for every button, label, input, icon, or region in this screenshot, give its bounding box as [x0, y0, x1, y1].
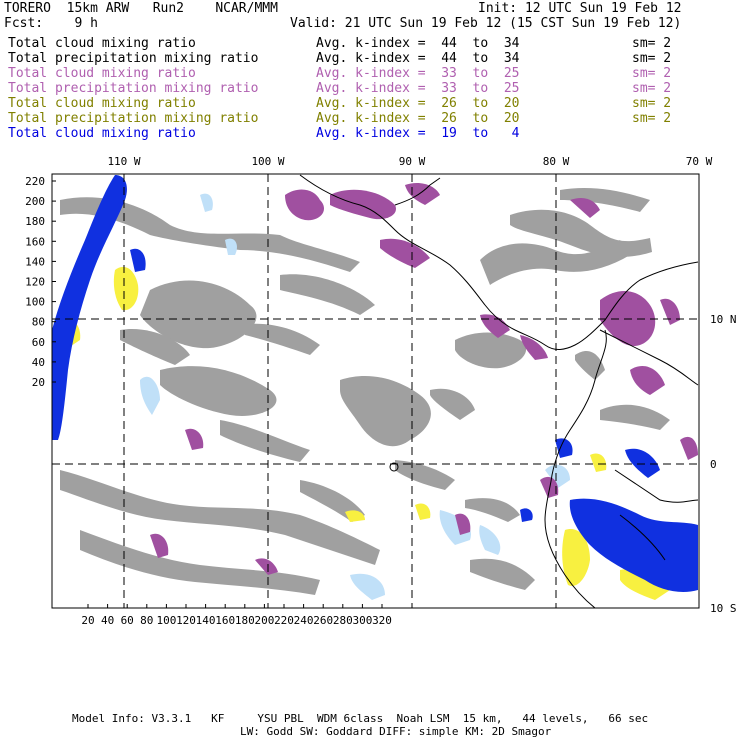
y-index-label: 160: [25, 235, 45, 248]
grid: [52, 174, 699, 608]
y-index-label: 140: [25, 255, 45, 268]
footer-model-info: Model Info: V3.3.1 KF YSU PBL WDM 6class…: [72, 712, 649, 725]
x-index-label: 20: [81, 614, 94, 627]
legend-sm: sm= 2: [632, 111, 672, 126]
x-index-label: 40: [101, 614, 114, 627]
y-index-label: 220: [25, 175, 45, 188]
x-index-label: 120: [176, 614, 196, 627]
legend-field: Total cloud mixing ratio: [8, 96, 196, 111]
x-index-label: 320: [372, 614, 392, 627]
x-index-label: 280: [333, 614, 353, 627]
y-index-label: 180: [25, 215, 45, 228]
x-index-label: 220: [274, 614, 294, 627]
legend-index: Avg. k-index = 33 to 25: [316, 81, 520, 96]
lon-label: 80 W: [543, 155, 570, 168]
x-index-label: 140: [196, 614, 216, 627]
legend-index: Avg. k-index = 19 to 4: [316, 126, 520, 141]
lon-label: 90 W: [399, 155, 426, 168]
legend-sm: sm= 2: [632, 96, 672, 111]
legend-field: Total precipitation mixing ratio: [8, 111, 259, 126]
x-index-label: 240: [294, 614, 314, 627]
valid-time: Valid: 21 UTC Sun 19 Feb 12 (15 CST Sun …: [290, 16, 682, 31]
x-index-label: 60: [121, 614, 134, 627]
lon-label: 70 W: [686, 155, 713, 168]
y-index-label: 20: [32, 376, 45, 389]
cloud-field-gray: [60, 188, 670, 595]
legend-index: Avg. k-index = 26 to 20: [316, 111, 520, 126]
legend-sm: sm= 2: [632, 36, 672, 51]
legend-sm: sm= 2: [632, 81, 672, 96]
x-index-label: 100: [156, 614, 176, 627]
y-index-label: 100: [25, 296, 45, 309]
y-index-label: 120: [25, 276, 45, 289]
legend-field: Total cloud mixing ratio: [8, 66, 196, 81]
lat-label: 10 S: [710, 602, 737, 615]
forecast-hour: Fcst: 9 h: [4, 16, 98, 31]
model-title: TORERO 15km ARW Run2 NCAR/MMM: [4, 1, 278, 16]
legend-field: Total precipitation mixing ratio: [8, 51, 259, 66]
legend-field: Total cloud mixing ratio: [8, 36, 196, 51]
legend-field: Total cloud mixing ratio: [8, 126, 196, 141]
cloud-field-blue: [52, 175, 698, 592]
x-index-label: 260: [313, 614, 333, 627]
legend-index: Avg. k-index = 44 to 34: [316, 36, 520, 51]
legend-index: Avg. k-index = 26 to 20: [316, 96, 520, 111]
lat-label: 0: [710, 458, 717, 471]
y-index-label: 60: [32, 336, 45, 349]
plot-frame: [51, 173, 700, 609]
legend-index: Avg. k-index = 33 to 25: [316, 66, 520, 81]
footer-physics: LW: Godd SW: Goddard DIFF: simple KM: 2D…: [240, 725, 552, 738]
x-index-label: 300: [352, 614, 372, 627]
y-index-label: 80: [32, 316, 45, 329]
x-index-label: 80: [140, 614, 153, 627]
y-index-label: 40: [32, 356, 45, 369]
y-index-label: 200: [25, 195, 45, 208]
x-index-label: 200: [254, 614, 274, 627]
legend-field: Total precipitation mixing ratio: [8, 81, 259, 96]
coastlines: [299, 174, 699, 608]
init-time: Init: 12 UTC Sun 19 Feb 12: [478, 1, 682, 16]
legend-index: Avg. k-index = 44 to 34: [316, 51, 520, 66]
lon-label: 100 W: [251, 155, 284, 168]
legend-sm: sm= 2: [632, 66, 672, 81]
lat-label: 10 N: [710, 313, 737, 326]
lon-label: 110 W: [107, 155, 140, 168]
legend-sm: sm= 2: [632, 51, 672, 66]
x-index-label: 180: [235, 614, 255, 627]
cloud-field-purple: [150, 183, 698, 575]
cloud-field-light-blue: [140, 193, 570, 600]
x-index-label: 160: [215, 614, 235, 627]
